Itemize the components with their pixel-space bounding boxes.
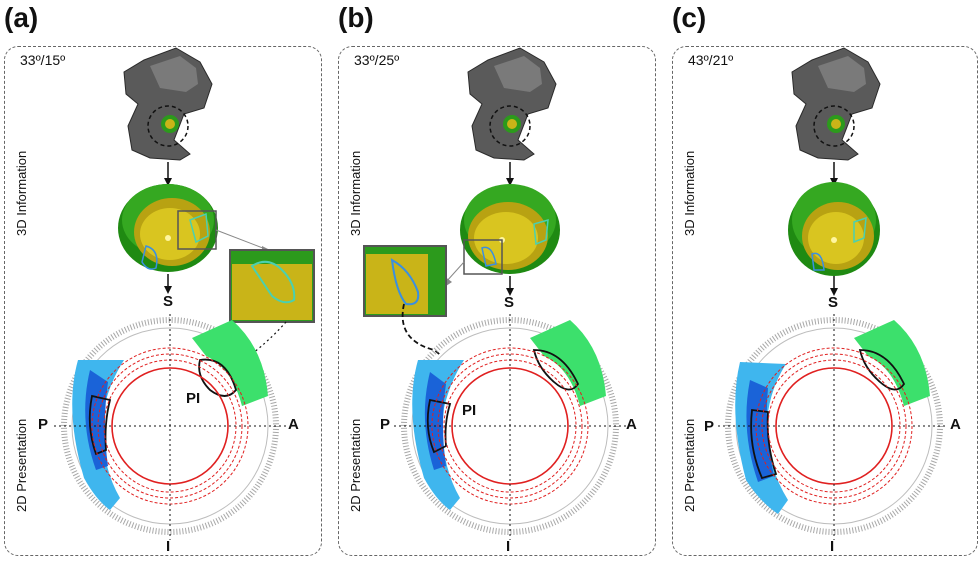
panel-frame	[672, 46, 978, 556]
zoom-inset	[215, 229, 315, 323]
panel-c: (c) 43º/21º 3D Information 2D Presentati…	[668, 0, 980, 564]
direction-inferior: I	[166, 538, 171, 555]
cup-orientation-label: 33º/25º	[354, 52, 400, 68]
direction-posterior: P	[704, 418, 715, 435]
cup-orientation-label: 43º/21º	[688, 52, 734, 68]
polar-plot	[394, 314, 626, 540]
impingement-point-label: PI	[462, 402, 477, 419]
direction-inferior: I	[506, 538, 511, 555]
pelvis-image	[467, 47, 557, 161]
panel-graphics	[54, 47, 315, 540]
panel-graphics	[718, 47, 948, 540]
panel-b: (b) 33º/25º 3D Information 2D Presentati…	[334, 0, 660, 564]
acetabular-cup-3d	[118, 184, 218, 272]
cup-orientation-label: 33º/15º	[20, 52, 66, 68]
panel-letter: (b)	[338, 2, 374, 33]
direction-superior: S	[828, 294, 839, 311]
arrow-down-icon	[164, 162, 172, 186]
direction-superior: S	[163, 293, 174, 310]
panel-frame	[338, 46, 656, 556]
pelvis-image	[123, 47, 213, 161]
arrow-down-icon	[506, 162, 514, 186]
polar-plot	[718, 314, 948, 540]
panel-letter: (a)	[4, 2, 39, 33]
arrow-down-icon	[164, 274, 172, 294]
direction-anterior: A	[288, 416, 299, 433]
impingement-point-label: PI	[186, 390, 201, 407]
panel-a: (a) 33º/15º 3D Information 2D Presentati…	[0, 0, 326, 564]
arrow-down-icon	[830, 276, 838, 296]
arrow-down-icon	[506, 276, 514, 296]
zoom-inset	[363, 245, 465, 317]
panel-frame	[4, 46, 322, 556]
acetabular-cup-3d	[788, 182, 880, 276]
direction-anterior: A	[950, 416, 961, 433]
direction-posterior: P	[380, 416, 391, 433]
direction-posterior: P	[38, 416, 49, 433]
panel-letter: (c)	[672, 2, 707, 33]
direction-anterior: A	[626, 416, 637, 433]
direction-inferior: I	[830, 538, 835, 555]
polar-plot	[54, 314, 286, 540]
panel-graphics	[363, 47, 626, 540]
direction-superior: S	[504, 294, 515, 311]
pelvis-image	[791, 47, 881, 161]
mapping-curve	[401, 303, 453, 411]
acetabular-cup-3d	[460, 184, 560, 275]
